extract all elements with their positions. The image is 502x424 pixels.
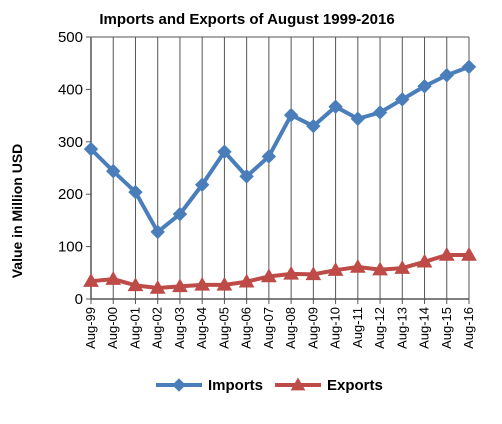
x-tick-label-Aug-14: Aug-14 [417, 307, 432, 349]
exports-point-Aug-14 [416, 253, 433, 268]
exports-point-Aug-02 [149, 279, 166, 294]
exports-point-Aug-09 [305, 266, 322, 281]
y-tick-label-300: 300 [58, 134, 83, 151]
exports-point-Aug-00 [105, 271, 122, 285]
legend-exports-marker [290, 377, 306, 391]
x-tick-label-Aug-07: Aug-07 [261, 307, 276, 349]
x-tick-label-Aug-04: Aug-04 [194, 307, 209, 349]
imports-point-Aug-11 [350, 111, 366, 126]
x-tick-label-Aug-09: Aug-09 [305, 307, 320, 349]
exports-point-Aug-99 [83, 273, 99, 287]
y-tick-label-400: 400 [58, 81, 83, 98]
exports-point-Aug-16 [461, 246, 477, 261]
exports-point-Aug-13 [394, 260, 411, 274]
imports-point-Aug-05 [217, 144, 232, 159]
x-tick-label-Aug-02: Aug-02 [150, 307, 165, 349]
x-tick-label-Aug-06: Aug-06 [239, 307, 254, 349]
exports-point-Aug-12 [372, 261, 388, 276]
y-tick-label-500: 500 [58, 29, 83, 46]
imports-point-Aug-08 [283, 107, 299, 123]
imports-point-Aug-16 [461, 59, 477, 75]
x-tick-label-Aug-01: Aug-01 [127, 307, 142, 349]
exports-point-Aug-06 [238, 273, 255, 288]
x-tick-label-Aug-99: Aug-99 [83, 307, 98, 349]
legend-imports-label: Imports [208, 377, 263, 394]
x-tick-label-Aug-08: Aug-08 [283, 307, 298, 349]
exports-point-Aug-08 [283, 265, 299, 280]
y-axis-label: Value in Million USD [9, 144, 25, 279]
imports-point-Aug-06 [239, 169, 254, 184]
x-tick-label-Aug-15: Aug-15 [439, 307, 454, 349]
y-tick-label-0: 0 [75, 291, 83, 308]
imports-point-Aug-14 [417, 79, 432, 94]
imports-point-Aug-15 [439, 68, 454, 83]
exports-point-Aug-07 [261, 268, 277, 283]
x-tick-label-Aug-11: Aug-11 [350, 307, 365, 348]
exports-point-Aug-03 [172, 278, 188, 293]
imports-point-Aug-13 [395, 92, 410, 107]
imports-point-Aug-04 [194, 177, 210, 192]
exports-point-Aug-11 [349, 259, 366, 273]
legend-imports-marker [172, 378, 186, 392]
legend-exports-label: Exports [327, 377, 383, 394]
exports-point-Aug-04 [194, 276, 211, 291]
exports-line [90, 252, 469, 290]
x-tick-label-Aug-05: Aug-05 [216, 307, 231, 349]
axes [86, 36, 470, 304]
imports-point-Aug-09 [306, 118, 321, 134]
imports-line [89, 64, 470, 234]
vertical-gridlines [90, 36, 470, 299]
imports-point-Aug-01 [128, 184, 143, 200]
x-tick-label-Aug-00: Aug-00 [105, 307, 120, 349]
y-tick-labels: 0 100 200 300 400 500 [58, 29, 83, 308]
imports-point-Aug-03 [172, 206, 188, 222]
chart-title: Imports and Exports of August 1999-2016 [99, 11, 394, 28]
x-tick-label-Aug-10: Aug-10 [328, 307, 343, 349]
x-tick-label-Aug-16: Aug-16 [461, 307, 476, 349]
x-tick-label-Aug-03: Aug-03 [172, 307, 187, 349]
x-tick-label-Aug-13: Aug-13 [394, 307, 409, 349]
series-layer [83, 59, 477, 294]
x-tick-label-Aug-12: Aug-12 [372, 307, 387, 349]
exports-point-Aug-01 [127, 277, 144, 292]
exports-point-Aug-15 [438, 246, 455, 261]
exports-point-Aug-10 [327, 262, 344, 276]
imports-point-Aug-99 [83, 141, 99, 157]
imports-point-Aug-02 [150, 224, 165, 240]
imports-point-Aug-10 [328, 99, 343, 114]
y-tick-label-100: 100 [58, 239, 83, 256]
x-tick-labels: Aug-99 Aug-00 Aug-01 Aug-02 Aug-03 Aug-04 Aug-… [83, 307, 476, 349]
imports-point-Aug-12 [372, 105, 388, 120]
y-tick-label-200: 200 [58, 186, 83, 203]
imports-point-Aug-00 [106, 163, 121, 179]
exports-point-Aug-05 [216, 276, 233, 291]
imports-point-Aug-07 [261, 149, 277, 164]
legend: Imports Exports [156, 377, 383, 394]
